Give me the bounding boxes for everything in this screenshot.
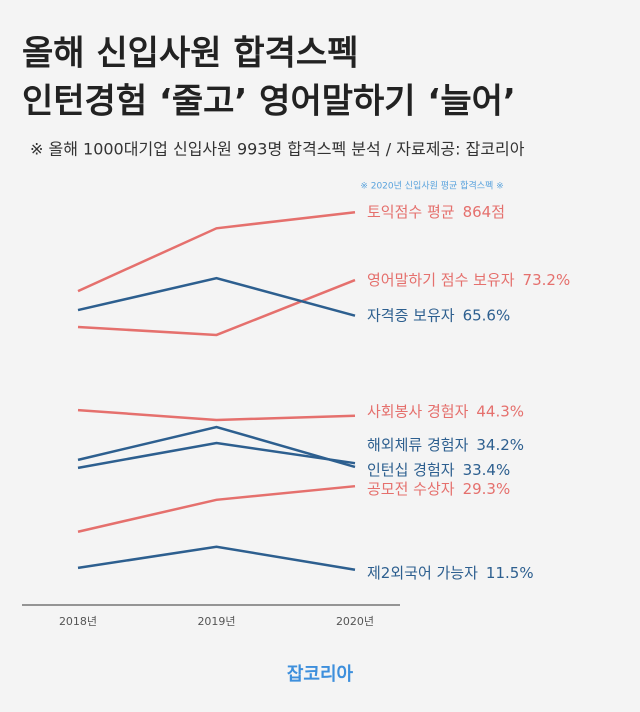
- line: [77, 276, 356, 317]
- value-label: 65.6%: [463, 306, 511, 324]
- chart-title: 올해 신입사원 합격스펙: [22, 34, 358, 74]
- value-label: 11.5%: [486, 563, 534, 581]
- value-label: 33.4%: [463, 460, 511, 478]
- line: [77, 425, 356, 469]
- x-tick-label: 2020년: [336, 615, 374, 628]
- series-label: 토익점수 평균 864점: [367, 203, 505, 221]
- series-label: 영어말하기 점수 보유자 73.2%: [367, 271, 570, 289]
- value-label: 864점: [463, 203, 505, 221]
- line: [77, 545, 356, 572]
- line: [77, 210, 356, 293]
- series-label: 사회봉사 경험자 44.3%: [367, 402, 524, 420]
- value-label: 34.2%: [476, 436, 524, 454]
- legend-label: 인턴십 경험자: [367, 460, 455, 478]
- chart-title: 인턴경험 ‘줄고’ 영어말하기 ‘늘어’: [22, 82, 516, 122]
- chart-subtitle: ※ 올해 1000대기업 신입사원 993명 합격스펙 분석 / 자료제공: 잡…: [30, 140, 525, 159]
- footer: 잡코리아: [287, 664, 354, 685]
- line: [77, 278, 356, 337]
- value-label: 73.2%: [523, 271, 571, 289]
- value-label: 44.3%: [476, 402, 524, 420]
- line: [77, 441, 356, 470]
- series-label: 공모전 수상자 29.3%: [367, 480, 510, 498]
- note: ※ 2020년 신입사원 평균 합격스펙 ※: [360, 180, 503, 192]
- legend-label: 자격증 보유자: [367, 306, 455, 324]
- legend-label: 영어말하기 점수 보유자: [367, 271, 515, 289]
- series-label: 인턴십 경험자 33.4%: [367, 460, 510, 478]
- x-tick-label: 2018년: [59, 615, 97, 628]
- value-label: 29.3%: [463, 480, 511, 498]
- legend-label: 제2외국어 가능자: [367, 563, 478, 581]
- line: [77, 484, 356, 533]
- legend-label: 토익점수 평균: [367, 203, 455, 221]
- series-label: 자격증 보유자 65.6%: [367, 306, 510, 324]
- legend-label: 사회봉사 경험자: [367, 402, 469, 420]
- line: [77, 408, 356, 422]
- series-label: 해외체류 경험자 34.2%: [367, 436, 524, 454]
- series-label: 제2외국어 가능자 11.5%: [367, 563, 534, 581]
- legend-label: 공모전 수상자: [367, 480, 455, 498]
- x-tick-label: 2019년: [197, 615, 235, 628]
- legend-label: 해외체류 경험자: [367, 436, 469, 454]
